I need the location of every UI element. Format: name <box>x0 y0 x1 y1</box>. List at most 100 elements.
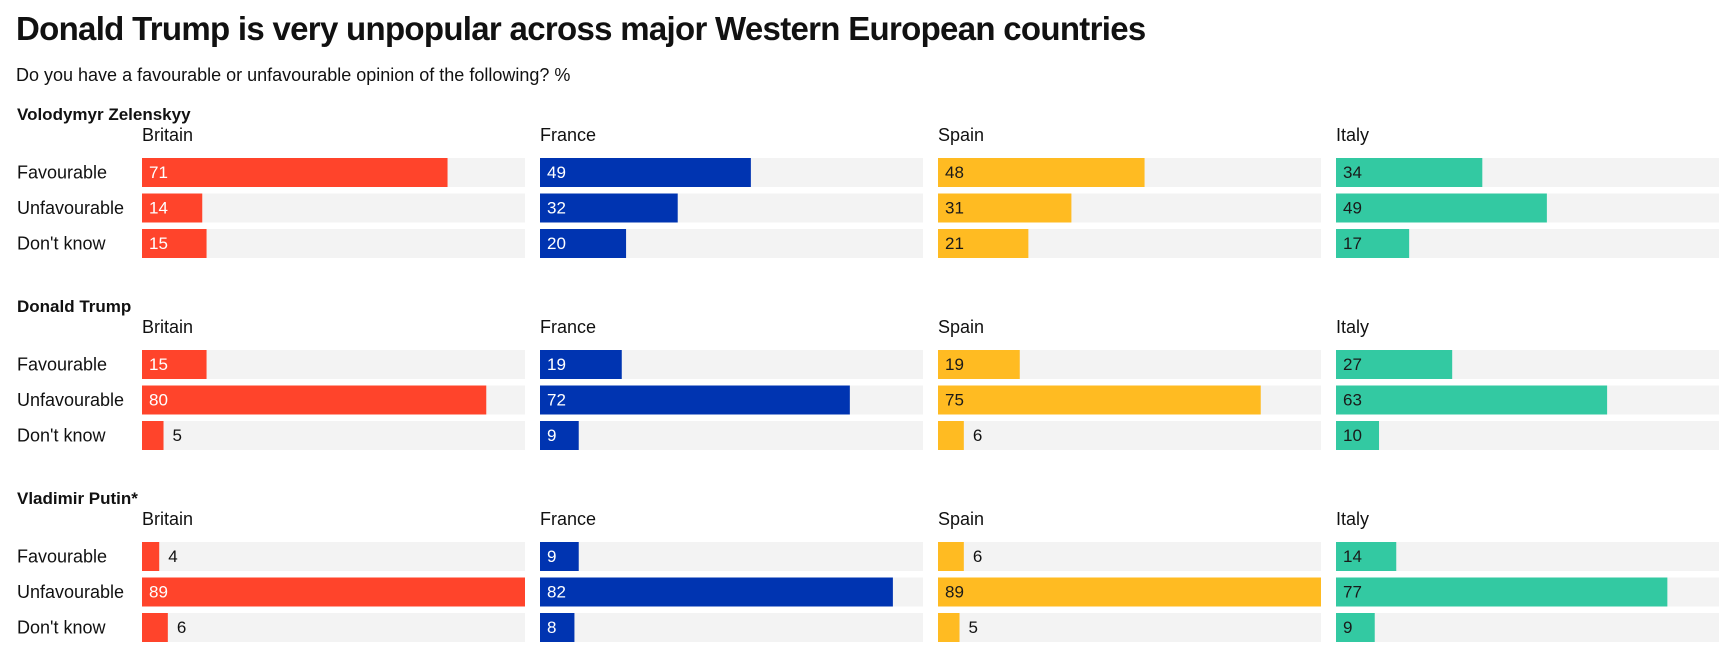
country-label-france: France <box>540 317 596 337</box>
bar-vladimir-putin-britain-don-t-know <box>142 613 168 642</box>
bar-vladimir-putin-france-don-t-know <box>540 613 575 642</box>
bar-volodymyr-zelenskyy-france-don-t-know <box>540 229 627 258</box>
value-label-volodymyr-zelenskyy-britain-don-t-know: 15 <box>149 234 168 253</box>
chart-title: Donald Trump is very unpopular across ma… <box>16 10 1146 47</box>
panel-title-volodymyr-zelenskyy: Volodymyr Zelenskyy <box>17 105 191 124</box>
value-label-donald-trump-britain-favourable: 15 <box>149 355 168 374</box>
bar-vladimir-putin-spain-don-t-know <box>938 613 960 642</box>
bar-donald-trump-italy-favourable <box>1336 350 1453 379</box>
row-label-don-t-know: Don't know <box>17 234 106 254</box>
value-label-vladimir-putin-spain-don-t-know: 5 <box>969 618 978 637</box>
track-vladimir-putin-britain-favourable <box>142 542 525 571</box>
bar-donald-trump-britain-favourable <box>142 350 207 379</box>
value-label-volodymyr-zelenskyy-italy-don-t-know: 17 <box>1343 234 1362 253</box>
country-label-spain: Spain <box>938 317 984 337</box>
track-vladimir-putin-spain-don-t-know <box>938 613 1321 642</box>
bar-vladimir-putin-spain-unfavourable <box>938 577 1321 607</box>
bar-volodymyr-zelenskyy-britain-favourable <box>142 158 448 187</box>
track-vladimir-putin-italy-don-t-know <box>1336 613 1719 642</box>
bar-donald-trump-spain-favourable <box>938 350 1020 379</box>
row-label-unfavourable: Unfavourable <box>17 390 124 410</box>
track-vladimir-putin-france-favourable <box>540 542 923 571</box>
bar-donald-trump-italy-unfavourable <box>1336 385 1608 415</box>
bar-volodymyr-zelenskyy-italy-unfavourable <box>1336 193 1547 223</box>
country-label-britain: Britain <box>142 509 193 529</box>
panel-title-vladimir-putin: Vladimir Putin* <box>17 489 138 508</box>
row-label-unfavourable: Unfavourable <box>17 198 124 218</box>
value-label-donald-trump-italy-favourable: 27 <box>1343 355 1362 374</box>
value-label-donald-trump-france-don-t-know: 9 <box>547 426 556 445</box>
value-label-volodymyr-zelenskyy-spain-unfavourable: 31 <box>945 199 964 218</box>
value-label-volodymyr-zelenskyy-france-unfavourable: 32 <box>547 199 566 218</box>
value-label-volodymyr-zelenskyy-spain-don-t-know: 21 <box>945 234 964 253</box>
bar-volodymyr-zelenskyy-france-unfavourable <box>540 193 678 223</box>
value-label-vladimir-putin-france-favourable: 9 <box>547 547 556 566</box>
bar-vladimir-putin-italy-unfavourable <box>1336 577 1668 607</box>
track-vladimir-putin-spain-favourable <box>938 542 1321 571</box>
row-label-favourable: Favourable <box>17 163 107 183</box>
value-label-donald-trump-italy-don-t-know: 10 <box>1343 426 1362 445</box>
value-label-donald-trump-france-favourable: 19 <box>547 355 566 374</box>
bar-vladimir-putin-italy-favourable <box>1336 542 1397 571</box>
bar-vladimir-putin-spain-favourable <box>938 542 964 571</box>
value-label-vladimir-putin-britain-don-t-know: 6 <box>177 618 186 637</box>
value-label-vladimir-putin-italy-don-t-know: 9 <box>1343 618 1352 637</box>
track-donald-trump-italy-don-t-know <box>1336 421 1719 450</box>
track-vladimir-putin-britain-don-t-know <box>142 613 525 642</box>
track-vladimir-putin-france-don-t-know <box>540 613 923 642</box>
bar-volodymyr-zelenskyy-britain-don-t-know <box>142 229 207 258</box>
bar-vladimir-putin-france-favourable <box>540 542 579 571</box>
chart-subtitle: Do you have a favourable or unfavourable… <box>16 65 571 85</box>
bar-volodymyr-zelenskyy-france-favourable <box>540 158 751 187</box>
value-label-donald-trump-britain-don-t-know: 5 <box>173 426 182 445</box>
country-label-france: France <box>540 509 596 529</box>
bar-donald-trump-britain-don-t-know <box>142 421 164 450</box>
bar-volodymyr-zelenskyy-britain-unfavourable <box>142 193 203 223</box>
value-label-volodymyr-zelenskyy-britain-unfavourable: 14 <box>149 199 168 218</box>
country-label-france: France <box>540 125 596 145</box>
bar-volodymyr-zelenskyy-italy-don-t-know <box>1336 229 1410 258</box>
country-label-spain: Spain <box>938 125 984 145</box>
row-label-don-t-know: Don't know <box>17 426 106 446</box>
track-volodymyr-zelenskyy-britain-unfavourable <box>142 193 525 223</box>
value-label-vladimir-putin-spain-favourable: 6 <box>973 547 982 566</box>
value-label-volodymyr-zelenskyy-italy-favourable: 34 <box>1343 163 1362 182</box>
value-label-vladimir-putin-france-don-t-know: 8 <box>547 618 556 637</box>
bar-donald-trump-france-don-t-know <box>540 421 579 450</box>
row-label-favourable: Favourable <box>17 355 107 375</box>
value-label-volodymyr-zelenskyy-france-don-t-know: 20 <box>547 234 566 253</box>
value-label-volodymyr-zelenskyy-britain-favourable: 71 <box>149 163 168 182</box>
track-donald-trump-britain-don-t-know <box>142 421 525 450</box>
bar-volodymyr-zelenskyy-spain-don-t-know <box>938 229 1029 258</box>
value-label-volodymyr-zelenskyy-spain-favourable: 48 <box>945 163 964 182</box>
country-label-britain: Britain <box>142 125 193 145</box>
value-label-donald-trump-italy-unfavourable: 63 <box>1343 391 1362 410</box>
track-donald-trump-france-don-t-know <box>540 421 923 450</box>
row-label-don-t-know: Don't know <box>17 618 106 638</box>
bar-donald-trump-britain-unfavourable <box>142 385 487 415</box>
bar-donald-trump-france-unfavourable <box>540 385 850 415</box>
value-label-donald-trump-france-unfavourable: 72 <box>547 391 566 410</box>
bar-donald-trump-spain-don-t-know <box>938 421 964 450</box>
track-donald-trump-spain-don-t-know <box>938 421 1321 450</box>
country-label-italy: Italy <box>1336 509 1369 529</box>
bar-donald-trump-italy-don-t-know <box>1336 421 1380 450</box>
value-label-vladimir-putin-britain-favourable: 4 <box>168 547 177 566</box>
bar-vladimir-putin-britain-favourable <box>142 542 160 571</box>
value-label-vladimir-putin-spain-unfavourable: 89 <box>945 583 964 602</box>
value-label-donald-trump-spain-unfavourable: 75 <box>945 391 964 410</box>
value-label-donald-trump-spain-favourable: 19 <box>945 355 964 374</box>
value-label-volodymyr-zelenskyy-italy-unfavourable: 49 <box>1343 199 1362 218</box>
value-label-vladimir-putin-france-unfavourable: 82 <box>547 583 566 602</box>
country-label-italy: Italy <box>1336 317 1369 337</box>
bar-volodymyr-zelenskyy-italy-favourable <box>1336 158 1483 187</box>
country-label-britain: Britain <box>142 317 193 337</box>
bar-vladimir-putin-britain-unfavourable <box>142 577 525 607</box>
country-label-italy: Italy <box>1336 125 1369 145</box>
value-label-volodymyr-zelenskyy-france-favourable: 49 <box>547 163 566 182</box>
value-label-donald-trump-britain-unfavourable: 80 <box>149 391 168 410</box>
bar-vladimir-putin-france-unfavourable <box>540 577 893 607</box>
value-label-donald-trump-spain-don-t-know: 6 <box>973 426 982 445</box>
bar-vladimir-putin-italy-don-t-know <box>1336 613 1375 642</box>
